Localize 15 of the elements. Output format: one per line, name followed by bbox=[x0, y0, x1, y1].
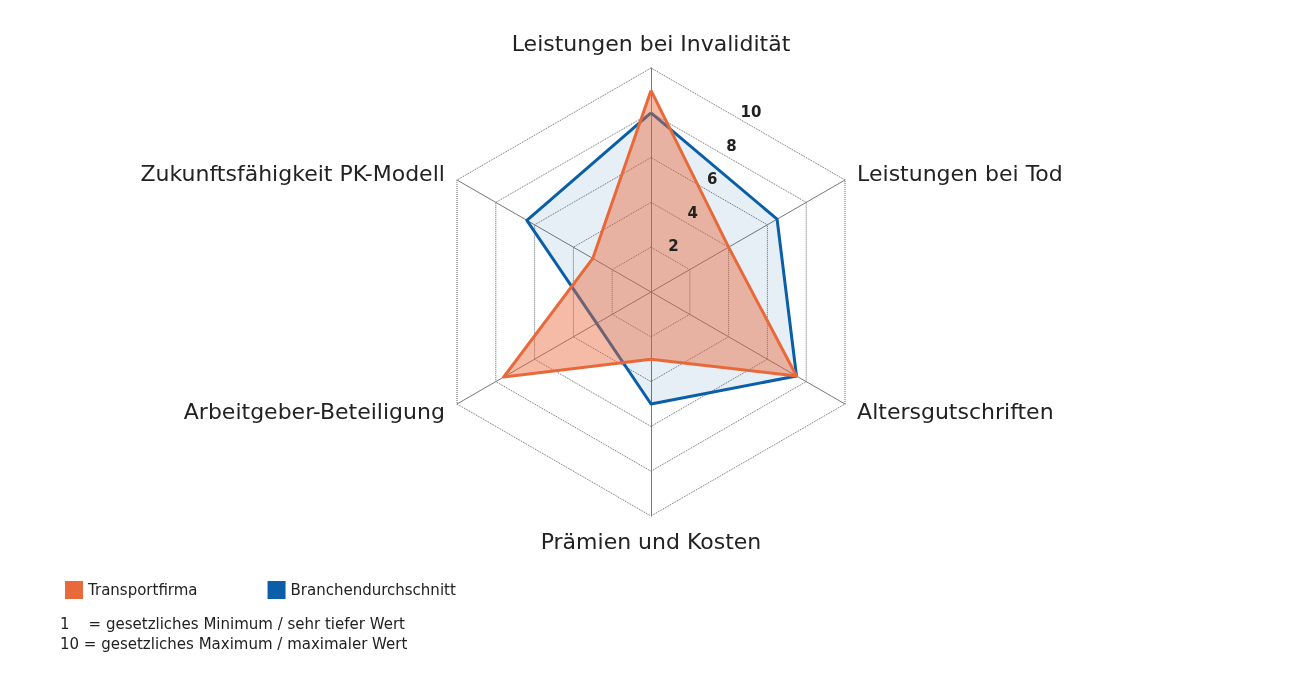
spoke-label: Leistungen bei Invalidität bbox=[511, 30, 791, 56]
y-tick-label: 8 bbox=[726, 136, 737, 155]
spoke-label: Leistungen bei Tod bbox=[857, 160, 1063, 186]
spoke-label: Altersgutschriften bbox=[857, 398, 1054, 424]
spoke-label: Zukunftsfähigkeit PK-Modell bbox=[140, 160, 445, 186]
legend-label: Transportfirma bbox=[87, 581, 198, 599]
y-tick-label: 4 bbox=[687, 203, 699, 222]
y-tick-label: 10 bbox=[740, 103, 762, 121]
spoke-label: Prämien und Kosten bbox=[540, 528, 762, 554]
spoke-label: Arbeitgeber-Beteiligung bbox=[183, 398, 445, 424]
y-tick-label: 6 bbox=[706, 170, 718, 189]
text: 1 = gesetzliches Minimum / sehr tiefer Wert bbox=[60, 614, 406, 633]
legend-label: Branchendurchschnitt bbox=[290, 581, 456, 599]
y-tick-label: 2 bbox=[668, 237, 679, 256]
text: 10 = gesetzliches Maximum / maximaler Wert bbox=[60, 634, 408, 653]
